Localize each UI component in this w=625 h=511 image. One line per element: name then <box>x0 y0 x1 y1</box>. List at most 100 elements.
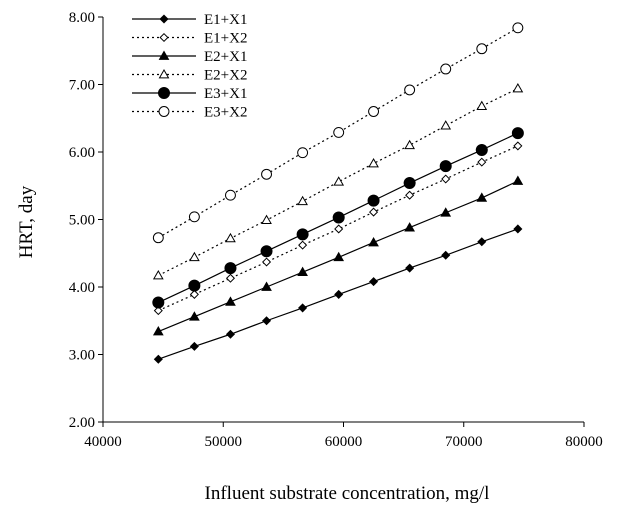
series-e2-x2 <box>152 83 524 280</box>
data-point <box>404 139 415 150</box>
data-point <box>477 157 487 167</box>
x-axis-title: Influent substrate concentration, mg/l <box>205 483 490 504</box>
data-point <box>225 189 236 201</box>
data-point <box>297 147 309 159</box>
legend: E1+X1 E1+X2 E2+X1 E2+X2 E3+X1 E3+X2 <box>132 12 247 121</box>
data-point <box>333 176 345 186</box>
legend-item-e1-x1: E1+X1 <box>132 12 247 28</box>
data-point <box>405 190 415 200</box>
y-tick-label: 5.00 <box>69 213 95 229</box>
data-point <box>476 192 488 202</box>
data-point <box>261 214 272 225</box>
y-tick-label: 3.00 <box>69 348 95 364</box>
x-tick-label: 50000 <box>205 434 243 450</box>
data-point <box>262 316 272 326</box>
data-point <box>476 43 488 55</box>
legend-label: E2+X2 <box>204 68 247 84</box>
data-point <box>333 251 345 262</box>
data-point <box>367 194 380 207</box>
legend-label: E3+X2 <box>204 105 247 121</box>
data-point <box>440 120 452 130</box>
data-point <box>405 263 415 273</box>
data-point <box>511 127 524 140</box>
data-point <box>513 141 523 151</box>
data-point <box>512 175 524 185</box>
data-point <box>225 296 236 306</box>
legend-label: E3+X1 <box>204 86 247 102</box>
data-point <box>189 251 200 262</box>
data-point <box>513 224 523 234</box>
series-e1-x1 <box>153 224 523 364</box>
legend-label: E2+X1 <box>204 49 247 65</box>
data-point <box>152 270 164 280</box>
data-point <box>189 311 200 321</box>
series-e3-x2 <box>152 22 524 244</box>
y-tick-label: 6.00 <box>69 145 95 161</box>
legend-label: E1+X1 <box>204 12 247 28</box>
data-point <box>225 232 236 243</box>
data-point <box>152 232 164 244</box>
data-point <box>261 168 272 180</box>
data-point <box>332 211 345 224</box>
data-point <box>189 341 199 351</box>
x-tick-label: 40000 <box>84 434 122 450</box>
data-point <box>188 211 200 223</box>
data-point <box>224 262 237 275</box>
series-e3-x1 <box>152 127 524 309</box>
data-point <box>369 207 379 217</box>
legend-marker <box>158 68 170 79</box>
x-tick-label: 70000 <box>445 434 483 450</box>
legend-item-e3-x2: E3+X2 <box>132 105 247 121</box>
data-point <box>439 160 452 173</box>
data-point <box>441 250 451 260</box>
legend-label: E1+X2 <box>204 31 247 47</box>
y-axis-title: HRT, day <box>16 185 37 258</box>
y-tick-label: 7.00 <box>69 78 95 94</box>
legend-marker <box>159 14 169 24</box>
data-point <box>440 63 452 75</box>
data-point <box>297 266 308 277</box>
data-point <box>261 281 272 291</box>
ticks: 2.00 3.00 4.00 5.00 6.00 7.00 8.00 40000 50000 60… <box>69 10 603 450</box>
data-point <box>333 126 345 138</box>
series-line-e1-x2 <box>158 145 519 312</box>
series-layer <box>152 22 524 364</box>
legend-marker <box>158 87 170 99</box>
series-e2-x1 <box>152 175 524 336</box>
data-point <box>512 83 524 93</box>
data-point <box>403 177 416 190</box>
y-tick-label: 4.00 <box>69 280 95 296</box>
data-point <box>225 329 235 339</box>
data-point <box>440 207 452 217</box>
data-point <box>189 289 199 299</box>
y-tick-label: 8.00 <box>69 10 95 26</box>
data-point <box>368 236 379 247</box>
series-e1-x2 <box>153 141 523 316</box>
legend-item-e3-x1: E3+X1 <box>132 86 247 102</box>
data-point <box>368 106 380 117</box>
data-point <box>296 228 309 241</box>
data-point <box>297 195 308 206</box>
data-point <box>260 245 273 258</box>
data-point <box>334 289 344 299</box>
data-point <box>225 273 235 283</box>
data-point <box>334 224 344 234</box>
legend-marker <box>158 106 170 117</box>
data-point <box>153 354 163 364</box>
y-tick-label: 2.00 <box>69 415 95 431</box>
data-point <box>476 100 488 110</box>
data-point <box>512 22 524 34</box>
legend-item-e2-x1: E2+X1 <box>132 49 247 65</box>
data-point <box>369 277 379 287</box>
data-point <box>368 157 379 168</box>
data-point <box>298 303 308 313</box>
data-point <box>441 174 451 184</box>
legend-marker <box>159 32 169 43</box>
legend-item-e2-x2: E2+X2 <box>132 68 247 84</box>
data-point <box>475 143 488 156</box>
x-tick-label: 60000 <box>325 434 363 450</box>
data-point <box>477 237 487 247</box>
legend-marker <box>158 50 170 60</box>
data-point <box>404 84 416 96</box>
